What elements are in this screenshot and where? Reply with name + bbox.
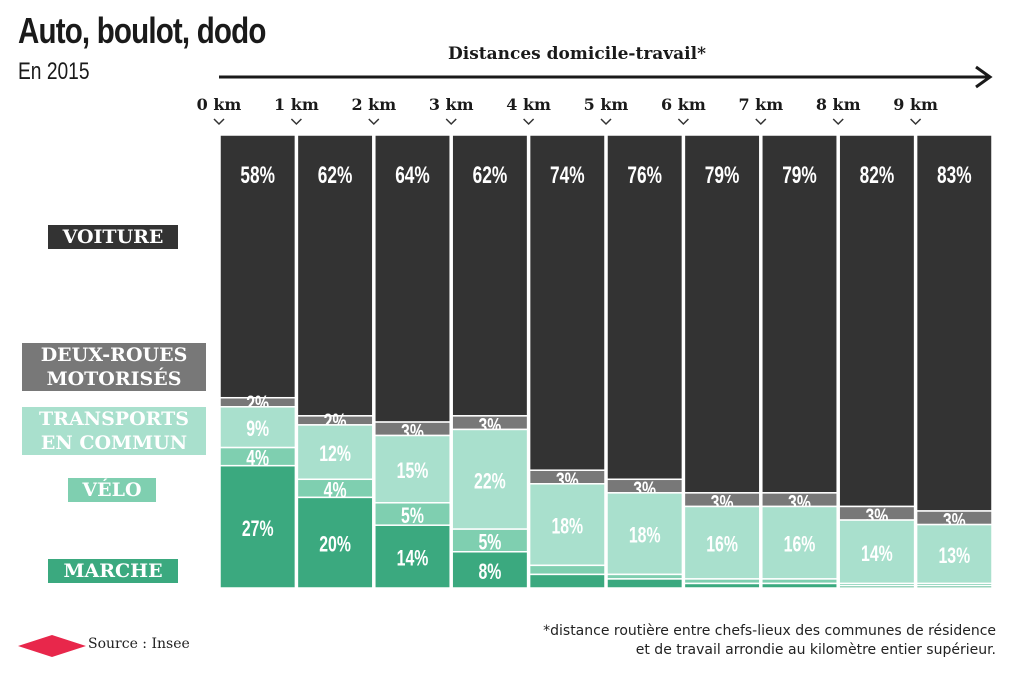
data-label: 5% [401, 505, 424, 529]
data-label: 18% [551, 515, 583, 539]
x-tick-label: 5 km [584, 95, 629, 114]
bar-segment [683, 582, 761, 589]
bar-segment [296, 134, 374, 417]
x-axis-arrow-head [975, 65, 993, 89]
bar-segment [451, 551, 529, 589]
data-label: 16% [706, 533, 738, 557]
bar-segment [528, 573, 606, 589]
data-label: 12% [319, 443, 351, 467]
bar-segment [915, 584, 993, 589]
data-label: 18% [629, 524, 661, 548]
bar-segment [528, 134, 606, 471]
bar-segment [915, 523, 993, 585]
legend-velo: VÉLO [68, 478, 156, 502]
x-tick-label: 6 km [661, 95, 706, 114]
x-tick-chevron [290, 118, 302, 126]
x-axis-label: Distances domicile-travail* [448, 44, 706, 64]
x-tick-chevron [213, 118, 225, 126]
x-tick-label: 0 km [197, 95, 242, 114]
legend-tc-line1: TRANSPORTS [39, 408, 189, 430]
legend-drm-line2: MOTORISÉS [46, 368, 182, 390]
x-tick-label: 4 km [506, 95, 551, 114]
x-tick-label: 2 km [351, 95, 396, 114]
bar-segment [683, 134, 761, 494]
data-label: 16% [784, 533, 816, 557]
legend-deux-roues: DEUX-ROUES MOTORISÉS [22, 343, 206, 391]
footnote-line2: et de travail arrondie au kilomètre enti… [635, 642, 996, 658]
bar-segment [219, 406, 297, 449]
bar-segment [374, 524, 451, 589]
x-tick-chevron [910, 118, 922, 126]
x-tick-label: 9 km [893, 95, 938, 114]
bar-segment [915, 134, 993, 512]
source-diamond-icon [18, 635, 86, 657]
source-text: Source : Insee [88, 636, 190, 652]
legend-drm-line1: DEUX-ROUES [40, 344, 188, 366]
data-label: 64% [395, 162, 430, 188]
data-label: 82% [860, 162, 895, 188]
x-tick-chevron [445, 118, 457, 126]
data-label: 79% [782, 162, 817, 188]
x-tick-chevron [832, 118, 844, 126]
bar-segment [761, 582, 838, 589]
x-tick-chevron [600, 118, 612, 126]
bar-segment [219, 134, 297, 399]
data-label: 9% [246, 418, 269, 442]
bar-segment [838, 584, 916, 589]
data-label: 14% [861, 542, 893, 566]
bar-segment [451, 134, 529, 417]
data-label: 83% [937, 162, 972, 188]
bar-segment [528, 564, 606, 576]
x-tick-chevron [677, 118, 689, 126]
data-label: 15% [397, 460, 429, 484]
bar-segment [374, 134, 451, 423]
bar-segment [761, 505, 838, 580]
legend-transports: TRANSPORTS EN COMMUN [22, 407, 206, 455]
x-tick-label: 3 km [429, 95, 474, 114]
bar-segment [296, 496, 374, 589]
data-label: 62% [318, 162, 353, 188]
x-tick-label: 7 km [738, 95, 783, 114]
x-tick-label: 1 km [274, 95, 319, 114]
chart-subtitle: En 2015 [18, 58, 90, 85]
data-label: 58% [240, 162, 275, 188]
data-label: 5% [478, 531, 501, 555]
data-label: 62% [473, 162, 508, 188]
x-tick-label: 8 km [816, 95, 861, 114]
data-label: 76% [627, 162, 662, 188]
data-label: 22% [474, 470, 506, 494]
bar-segment [606, 578, 684, 589]
x-tick-chevron [523, 118, 535, 126]
bar-segment [219, 464, 297, 589]
x-tick-chevron [755, 118, 767, 126]
data-label: 8% [478, 561, 501, 585]
data-label: 74% [550, 162, 585, 188]
footnote-line1: *distance routière entre chefs-lieux des… [543, 623, 996, 639]
chart-title: Auto, boulot, dodo [18, 10, 266, 51]
legend-marche: MARCHE [48, 559, 178, 583]
bar-segment [528, 483, 606, 567]
bar-segment [838, 134, 916, 508]
x-tick-chevron [368, 118, 380, 126]
data-label: 14% [397, 547, 429, 571]
bar-segment [451, 428, 529, 530]
data-label: 27% [242, 517, 274, 541]
legend-voiture: VOITURE [48, 225, 178, 249]
data-label: 20% [319, 533, 351, 557]
footnote: *distance routière entre chefs-lieux des… [543, 622, 996, 660]
bar-segment [761, 134, 838, 494]
bar-segment [296, 424, 374, 481]
data-label: 79% [705, 162, 740, 188]
bar-segment [374, 434, 451, 504]
legend-tc-line2: EN COMMUN [40, 432, 188, 454]
data-label: 13% [938, 545, 970, 569]
